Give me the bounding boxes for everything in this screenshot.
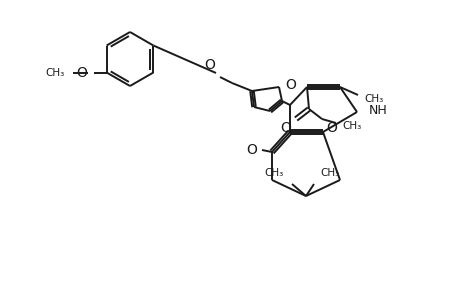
Text: O: O bbox=[325, 121, 336, 135]
Text: O: O bbox=[246, 143, 257, 157]
Text: CH₃: CH₃ bbox=[45, 68, 64, 77]
Text: O: O bbox=[280, 121, 291, 135]
Text: CH₃: CH₃ bbox=[363, 94, 382, 104]
Text: CH₃: CH₃ bbox=[264, 168, 283, 178]
Text: NH: NH bbox=[368, 103, 387, 116]
Text: CH₃: CH₃ bbox=[319, 168, 339, 178]
Text: O: O bbox=[204, 58, 214, 72]
Text: O: O bbox=[77, 65, 87, 80]
Text: CH₃: CH₃ bbox=[341, 121, 360, 131]
Text: O: O bbox=[285, 78, 295, 92]
